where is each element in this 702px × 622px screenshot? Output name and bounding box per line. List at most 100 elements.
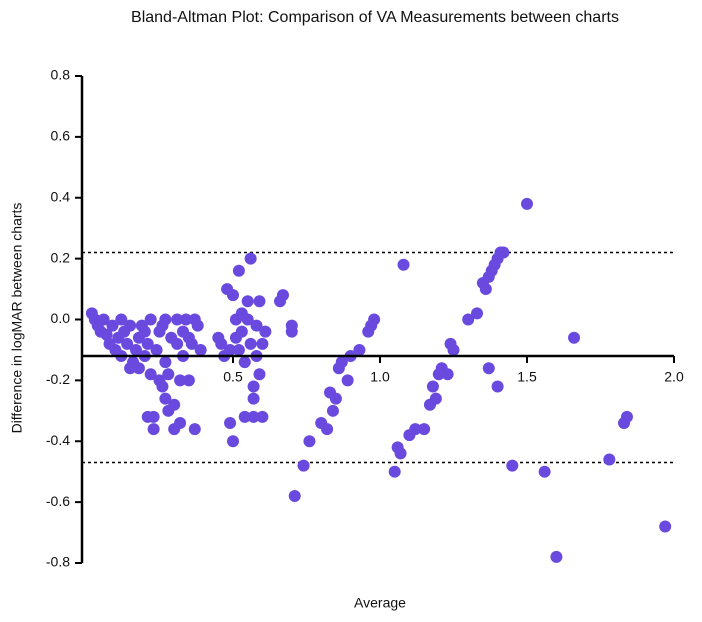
data-point bbox=[185, 337, 198, 350]
data-point bbox=[253, 295, 266, 308]
x-axis-label: Average bbox=[354, 595, 406, 611]
y-tick-label: 0.4 bbox=[51, 188, 71, 204]
data-point bbox=[97, 313, 110, 326]
x-tick-label: 1.5 bbox=[517, 369, 537, 385]
data-point bbox=[147, 423, 160, 436]
data-point bbox=[129, 343, 142, 356]
data-point bbox=[471, 307, 484, 320]
data-point bbox=[397, 258, 410, 271]
data-point bbox=[144, 313, 157, 326]
data-point bbox=[250, 319, 263, 332]
data-point bbox=[215, 337, 228, 350]
data-point bbox=[132, 362, 145, 375]
data-point bbox=[159, 356, 172, 369]
data-point bbox=[259, 325, 272, 338]
data-point bbox=[174, 374, 187, 387]
data-point bbox=[341, 374, 354, 387]
data-point bbox=[188, 423, 201, 436]
data-point bbox=[447, 343, 460, 356]
data-point bbox=[326, 404, 339, 417]
data-point bbox=[256, 337, 269, 350]
data-point bbox=[191, 319, 204, 332]
data-point bbox=[482, 362, 495, 375]
chart-title: Bland-Altman Plot: Comparison of VA Meas… bbox=[131, 9, 619, 26]
data-point bbox=[224, 416, 237, 429]
data-point bbox=[171, 313, 184, 326]
data-point bbox=[156, 319, 169, 332]
data-point bbox=[227, 289, 239, 302]
data-point bbox=[506, 459, 519, 472]
data-point bbox=[603, 453, 616, 466]
data-point bbox=[171, 337, 184, 350]
data-point bbox=[179, 313, 192, 326]
data-point bbox=[238, 356, 251, 369]
y-tick-label: 0.2 bbox=[51, 249, 71, 265]
data-point bbox=[388, 465, 401, 478]
x-tick-label: 2.0 bbox=[664, 369, 684, 385]
data-point bbox=[285, 325, 298, 338]
data-point bbox=[162, 368, 175, 381]
data-point bbox=[238, 410, 251, 423]
data-point bbox=[550, 550, 563, 563]
data-point bbox=[329, 392, 342, 405]
y-tick-label: -0.2 bbox=[46, 371, 70, 387]
data-point bbox=[168, 398, 181, 411]
y-tick-label: 0.6 bbox=[51, 128, 71, 144]
data-point bbox=[497, 246, 510, 259]
data-point bbox=[321, 423, 334, 436]
data-point bbox=[297, 459, 310, 472]
data-point bbox=[182, 374, 195, 387]
data-point bbox=[150, 343, 163, 356]
data-point bbox=[288, 490, 301, 503]
data-point bbox=[141, 410, 154, 423]
y-tick-label: -0.4 bbox=[46, 432, 70, 448]
data-point bbox=[247, 380, 260, 393]
y-axis-label: Difference in logMAR between charts bbox=[9, 203, 25, 434]
data-point bbox=[244, 337, 257, 350]
data-point bbox=[335, 356, 348, 369]
data-point bbox=[100, 328, 113, 341]
data-point bbox=[521, 197, 533, 210]
data-point bbox=[568, 331, 581, 344]
data-point bbox=[159, 392, 172, 405]
data-point bbox=[409, 423, 422, 436]
data-point bbox=[538, 465, 551, 478]
data-point bbox=[244, 252, 257, 265]
data-point bbox=[232, 264, 245, 277]
data-point bbox=[241, 313, 254, 326]
data-point bbox=[156, 380, 169, 393]
data-point bbox=[124, 319, 137, 332]
x-tick-label: 0.5 bbox=[223, 369, 243, 385]
data-point bbox=[224, 343, 237, 356]
data-point bbox=[121, 337, 134, 350]
data-point bbox=[276, 289, 289, 302]
data-point bbox=[141, 337, 154, 350]
data-point bbox=[247, 392, 260, 405]
data-point bbox=[115, 313, 128, 326]
x-tick-label: 1.0 bbox=[370, 369, 390, 385]
data-point bbox=[256, 410, 269, 423]
data-point bbox=[232, 343, 245, 356]
data-point bbox=[124, 362, 137, 375]
data-point bbox=[462, 313, 475, 326]
data-point bbox=[368, 313, 381, 326]
data-point bbox=[106, 319, 119, 332]
y-tick-label: 0.8 bbox=[51, 67, 71, 83]
data-point bbox=[659, 520, 672, 533]
data-point bbox=[138, 325, 151, 338]
data-point bbox=[253, 368, 266, 381]
data-point bbox=[394, 447, 407, 460]
data-point bbox=[174, 416, 187, 429]
data-point bbox=[429, 392, 442, 405]
data-point bbox=[227, 435, 239, 448]
data-point bbox=[144, 368, 157, 381]
data-point bbox=[247, 410, 260, 423]
data-point bbox=[479, 283, 492, 296]
data-point bbox=[303, 435, 316, 448]
data-point bbox=[491, 380, 504, 393]
y-tick-label: -0.6 bbox=[46, 493, 70, 509]
data-point bbox=[620, 410, 633, 423]
data-point bbox=[441, 368, 454, 381]
y-tick-label: -0.8 bbox=[46, 554, 70, 570]
